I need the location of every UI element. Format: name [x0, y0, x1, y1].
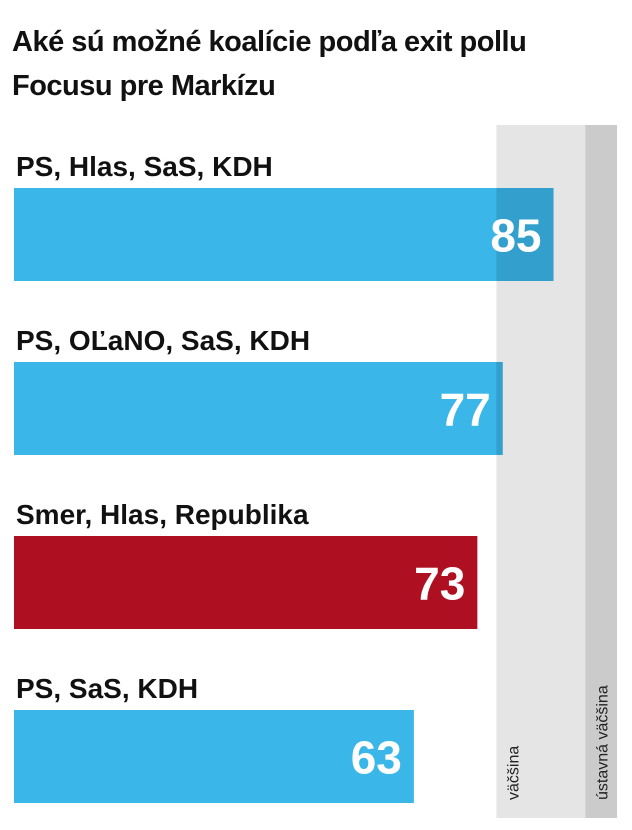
- threshold-zone: [585, 125, 617, 818]
- bar: [14, 188, 554, 281]
- threshold-label: väčšina: [505, 746, 522, 800]
- category-label: PS, SaS, KDH: [16, 673, 198, 704]
- bar: [14, 710, 414, 803]
- bar-majority-part: [496, 188, 554, 281]
- value-label: 85: [490, 210, 541, 262]
- category-label: PS, OĽaNO, SaS, KDH: [16, 325, 310, 356]
- value-label: 63: [351, 732, 402, 784]
- value-label: 77: [440, 384, 491, 436]
- bar: [14, 362, 503, 455]
- value-label: 73: [414, 558, 465, 610]
- bar-majority-part: [496, 362, 503, 455]
- category-label: PS, Hlas, SaS, KDH: [16, 151, 273, 182]
- bar: [14, 536, 478, 629]
- category-label: Smer, Hlas, Republika: [16, 499, 309, 530]
- chart-title: Aké sú možné koalície podľa exit pollu F…: [12, 26, 527, 102]
- threshold-label: ústavná väčšina: [594, 685, 611, 800]
